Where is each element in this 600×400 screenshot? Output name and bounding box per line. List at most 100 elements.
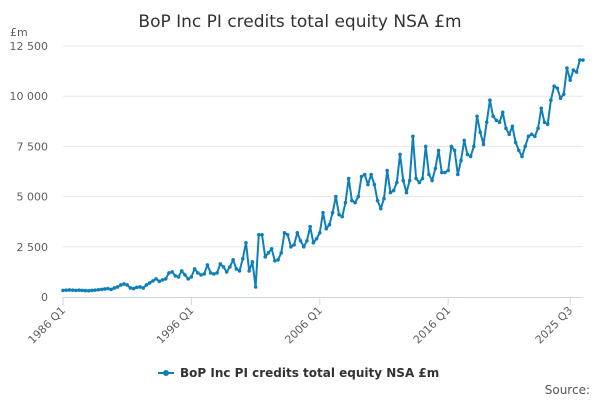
data-point[interactable] [510,124,515,129]
data-point[interactable] [202,272,207,276]
data-point[interactable] [327,222,332,227]
data-point[interactable] [154,277,158,281]
data-point[interactable] [282,230,287,235]
data-point[interactable] [115,285,120,289]
data-point[interactable] [80,288,85,293]
data-point[interactable] [141,286,146,290]
data-point[interactable] [109,287,113,292]
data-point[interactable] [468,154,473,159]
data-point[interactable] [555,86,560,90]
data-point[interactable] [334,194,338,199]
data-point[interactable] [269,247,274,251]
data-point[interactable] [276,258,280,262]
data-point[interactable] [407,178,412,183]
data-point[interactable] [497,120,502,125]
data-point[interactable] [189,275,194,279]
data-point[interactable] [366,182,370,187]
data-point[interactable] [90,288,94,293]
data-point[interactable] [462,138,467,143]
data-point[interactable] [196,271,200,275]
data-point[interactable] [558,96,563,101]
data-point[interactable] [151,279,155,283]
data-point[interactable] [488,98,492,103]
data-point[interactable] [224,270,229,274]
data-point[interactable] [96,287,101,292]
data-point[interactable] [298,238,303,243]
data-point[interactable] [170,270,174,274]
data-point[interactable] [192,267,197,271]
data-point[interactable] [561,92,566,96]
data-point[interactable] [199,273,203,277]
data-point[interactable] [102,287,107,291]
data-point[interactable] [118,283,123,287]
data-point[interactable] [382,196,386,201]
data-point[interactable] [285,232,290,237]
data-point[interactable] [491,114,495,119]
data-point[interactable] [234,267,239,271]
data-point[interactable] [212,272,216,276]
data-point[interactable] [157,279,162,284]
data-point[interactable] [395,180,399,185]
data-point[interactable] [552,84,556,88]
data-point[interactable] [414,176,418,181]
data-point[interactable] [362,172,367,177]
data-point[interactable] [459,158,463,163]
data-point[interactable] [404,190,409,195]
data-point[interactable] [70,288,75,292]
data-point[interactable] [273,259,277,263]
data-point[interactable] [231,258,235,262]
data-point[interactable] [247,269,251,273]
data-point[interactable] [391,188,396,193]
data-point[interactable] [260,232,264,237]
data-point[interactable] [138,285,142,289]
data-point[interactable] [529,132,534,137]
data-point[interactable] [436,148,441,153]
data-point[interactable] [398,152,402,157]
data-point[interactable] [443,170,447,175]
data-point[interactable] [77,288,81,292]
data-point[interactable] [308,224,312,229]
data-point[interactable] [257,232,261,237]
data-point[interactable] [147,281,152,285]
data-point[interactable] [86,288,91,293]
data-point[interactable] [517,148,521,153]
data-point[interactable] [449,144,454,149]
data-point[interactable] [128,286,133,290]
data-point[interactable] [208,271,213,275]
data-point[interactable] [478,130,483,135]
data-point[interactable] [359,174,364,179]
data-point[interactable] [61,288,65,293]
data-point[interactable] [481,142,486,147]
data-point[interactable] [507,132,511,137]
data-point[interactable] [549,98,553,103]
data-point[interactable] [401,178,406,183]
source-label[interactable]: Source: [545,383,590,397]
data-point[interactable] [314,236,319,241]
data-point[interactable] [240,257,245,261]
data-point[interactable] [179,269,184,273]
data-point[interactable] [301,245,306,249]
data-point[interactable] [131,286,136,291]
data-point[interactable] [305,238,309,243]
data-point[interactable] [250,260,255,264]
data-point[interactable] [67,288,72,292]
data-point[interactable] [350,198,354,203]
data-point[interactable] [378,206,383,211]
data-point[interactable] [186,277,190,281]
data-point[interactable] [504,126,508,131]
data-point[interactable] [388,190,393,195]
data-point[interactable] [456,172,460,177]
data-point[interactable] [295,230,300,235]
data-point[interactable] [520,154,524,159]
data-point[interactable] [215,271,219,275]
data-point[interactable] [568,78,572,82]
data-point[interactable] [536,126,540,131]
data-point[interactable] [244,240,248,245]
data-point[interactable] [571,68,576,72]
data-point[interactable] [581,58,585,62]
data-point[interactable] [539,106,544,111]
data-point[interactable] [427,172,431,177]
data-point[interactable] [163,277,168,281]
data-point[interactable] [475,114,479,119]
data-point[interactable] [324,226,329,231]
